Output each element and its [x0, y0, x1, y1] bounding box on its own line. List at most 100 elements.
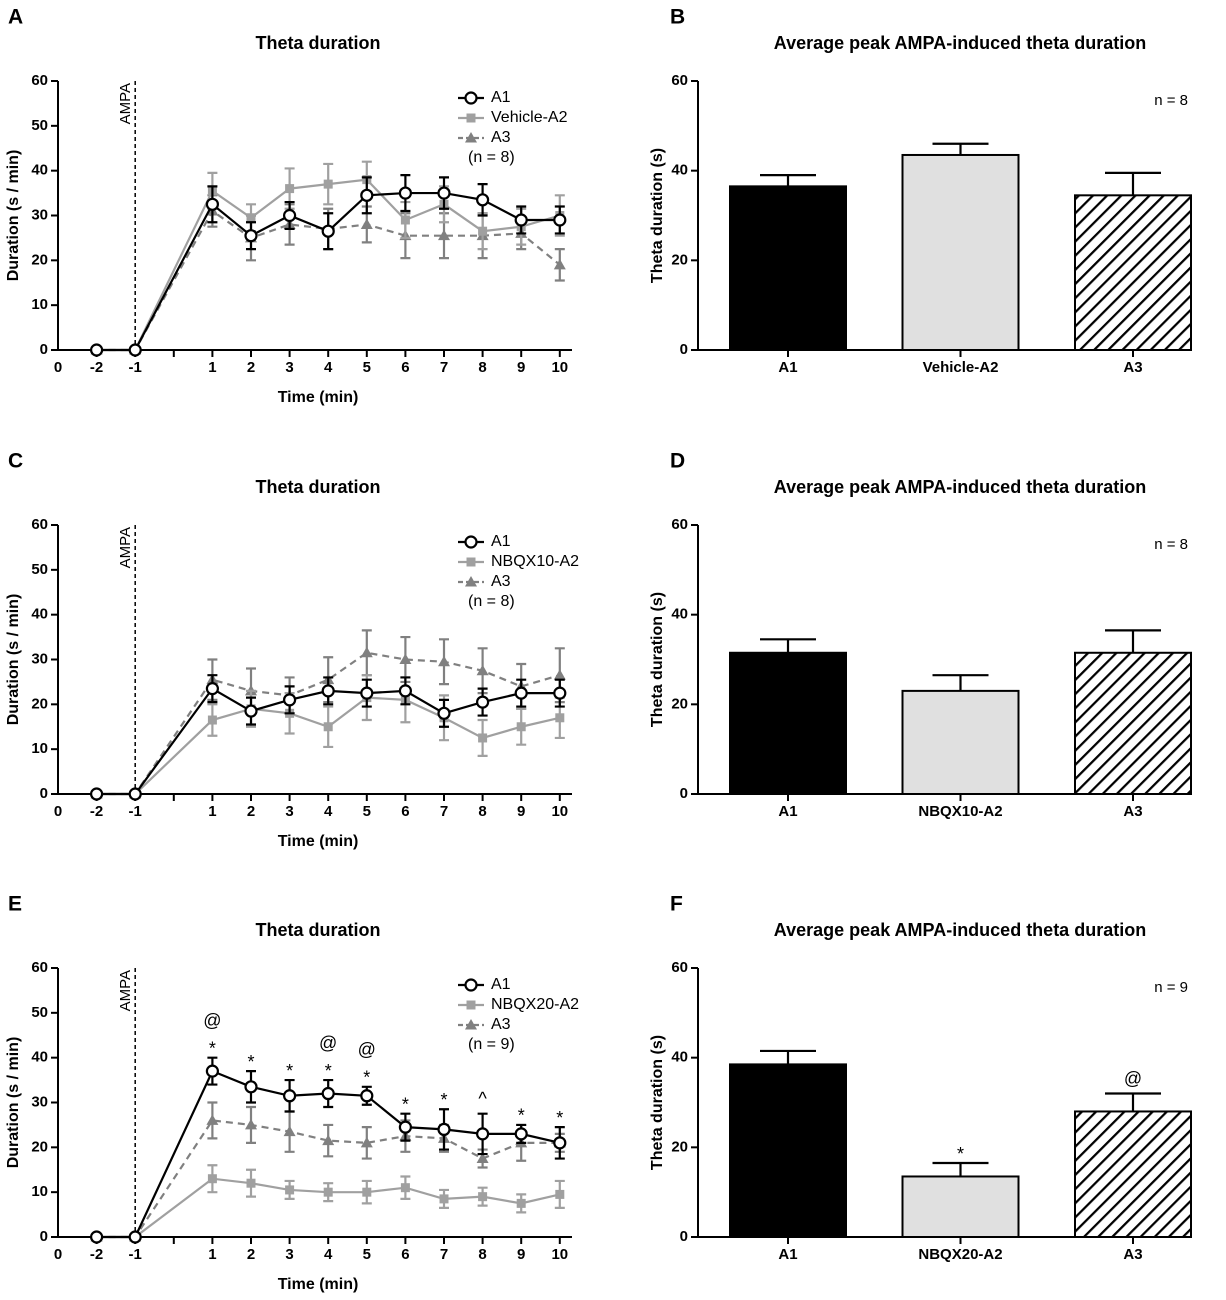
point	[360, 1089, 374, 1103]
y-tick-label: 30	[31, 206, 48, 223]
point	[516, 1198, 526, 1208]
y-tick-label: 0	[40, 341, 48, 358]
x-tick-label: 4	[324, 803, 333, 820]
error-bar	[932, 674, 989, 691]
y-tick-label: 60	[31, 72, 48, 89]
point	[362, 1187, 372, 1197]
y-tick-label: 60	[31, 516, 48, 533]
x-tick-label: A1	[778, 803, 797, 820]
y-tick-label: 50	[31, 117, 48, 134]
point	[283, 693, 297, 707]
x-axis-label: Time (min)	[278, 1276, 359, 1293]
significance-mark: *	[325, 1061, 332, 1081]
point	[244, 229, 258, 243]
ampa-label: AMPA	[117, 527, 134, 568]
y-tick-label: 40	[671, 1049, 688, 1066]
y-tick-label: 60	[671, 516, 688, 533]
point	[553, 258, 566, 270]
error-bar	[760, 174, 816, 187]
series-line	[96, 191, 560, 352]
series-line	[96, 696, 561, 796]
x-origin-label: 0	[54, 803, 62, 820]
point	[553, 1136, 567, 1150]
chart-title: Theta duration	[256, 920, 381, 940]
chart-title: Average peak AMPA-induced theta duration	[774, 33, 1146, 53]
point	[555, 713, 565, 723]
point	[360, 646, 373, 658]
error-bar	[760, 1049, 816, 1065]
significance-mark: *	[209, 1038, 216, 1058]
point	[553, 669, 566, 680]
legend-label: NBQX10-A2	[491, 553, 579, 570]
y-tick-label: 0	[40, 785, 48, 802]
point	[89, 787, 104, 801]
legend-note: (n = 8)	[468, 593, 515, 610]
bar	[901, 1175, 1020, 1238]
legend-marker	[465, 132, 477, 143]
point	[514, 213, 528, 227]
point	[399, 653, 412, 664]
point	[476, 664, 489, 676]
x-tick-label: 1	[208, 359, 216, 376]
point	[478, 733, 488, 743]
x-tick-label: 1	[208, 803, 216, 820]
point	[400, 215, 410, 225]
y-axis-label: Duration (s / min)	[5, 150, 22, 282]
y-axis-label: Duration (s / min)	[5, 1037, 22, 1169]
point	[360, 686, 374, 700]
legend-label: NBQX20-A2	[491, 996, 579, 1013]
x-axis-label: Time (min)	[278, 389, 359, 406]
y-tick-label: 0	[680, 785, 688, 802]
legend-note: (n = 9)	[468, 1036, 515, 1053]
legend-label: A1	[491, 533, 511, 550]
point	[476, 1152, 489, 1164]
point	[206, 1114, 219, 1125]
point	[514, 686, 528, 700]
bar	[1074, 651, 1192, 796]
series-line	[96, 687, 560, 796]
bar	[901, 153, 1020, 351]
point	[323, 722, 333, 732]
x-tick-label: 8	[478, 359, 486, 376]
bar	[729, 1063, 847, 1239]
x-tick-label: 7	[440, 1246, 448, 1263]
legend-label: A3	[491, 129, 511, 146]
point	[478, 226, 488, 236]
point	[244, 704, 258, 718]
error-bar	[1105, 629, 1161, 653]
series-line	[96, 651, 561, 796]
x-tick-label: 5	[363, 359, 371, 376]
n-annotation: n = 8	[1154, 92, 1188, 109]
legend-label: Vehicle-A2	[491, 109, 568, 126]
y-axis-label: Theta duration (s)	[649, 1035, 666, 1170]
y-axis-label: Duration (s / min)	[5, 594, 22, 726]
point	[323, 1187, 333, 1197]
y-tick-label: 60	[31, 959, 48, 976]
x-tick-label: 3	[285, 359, 293, 376]
x-tick-label: -1	[129, 1246, 142, 1263]
x-tick-label: 4	[324, 1246, 333, 1263]
x-tick-label: A3	[1123, 1246, 1142, 1263]
point	[285, 184, 295, 194]
point	[246, 1178, 256, 1188]
y-tick-label: 60	[671, 72, 688, 89]
y-tick-label: 10	[31, 740, 48, 757]
legend-marker	[465, 1019, 477, 1030]
series-line	[96, 1119, 560, 1239]
panel-label: E	[8, 893, 22, 916]
point	[438, 229, 450, 241]
x-tick-label: 5	[363, 1246, 371, 1263]
x-tick-label: 2	[247, 1246, 255, 1263]
significance-mark: ^	[478, 1088, 487, 1108]
point	[437, 186, 451, 200]
x-tick-label: -2	[90, 803, 103, 820]
error-bar	[1105, 1092, 1161, 1112]
point	[128, 1230, 142, 1244]
x-tick-label: A1	[778, 1246, 797, 1263]
point	[283, 1125, 296, 1137]
series-line	[96, 178, 561, 352]
chart-title: Theta duration	[256, 33, 381, 53]
point	[476, 695, 490, 709]
point	[128, 787, 142, 801]
legend-label: A3	[491, 1016, 511, 1033]
